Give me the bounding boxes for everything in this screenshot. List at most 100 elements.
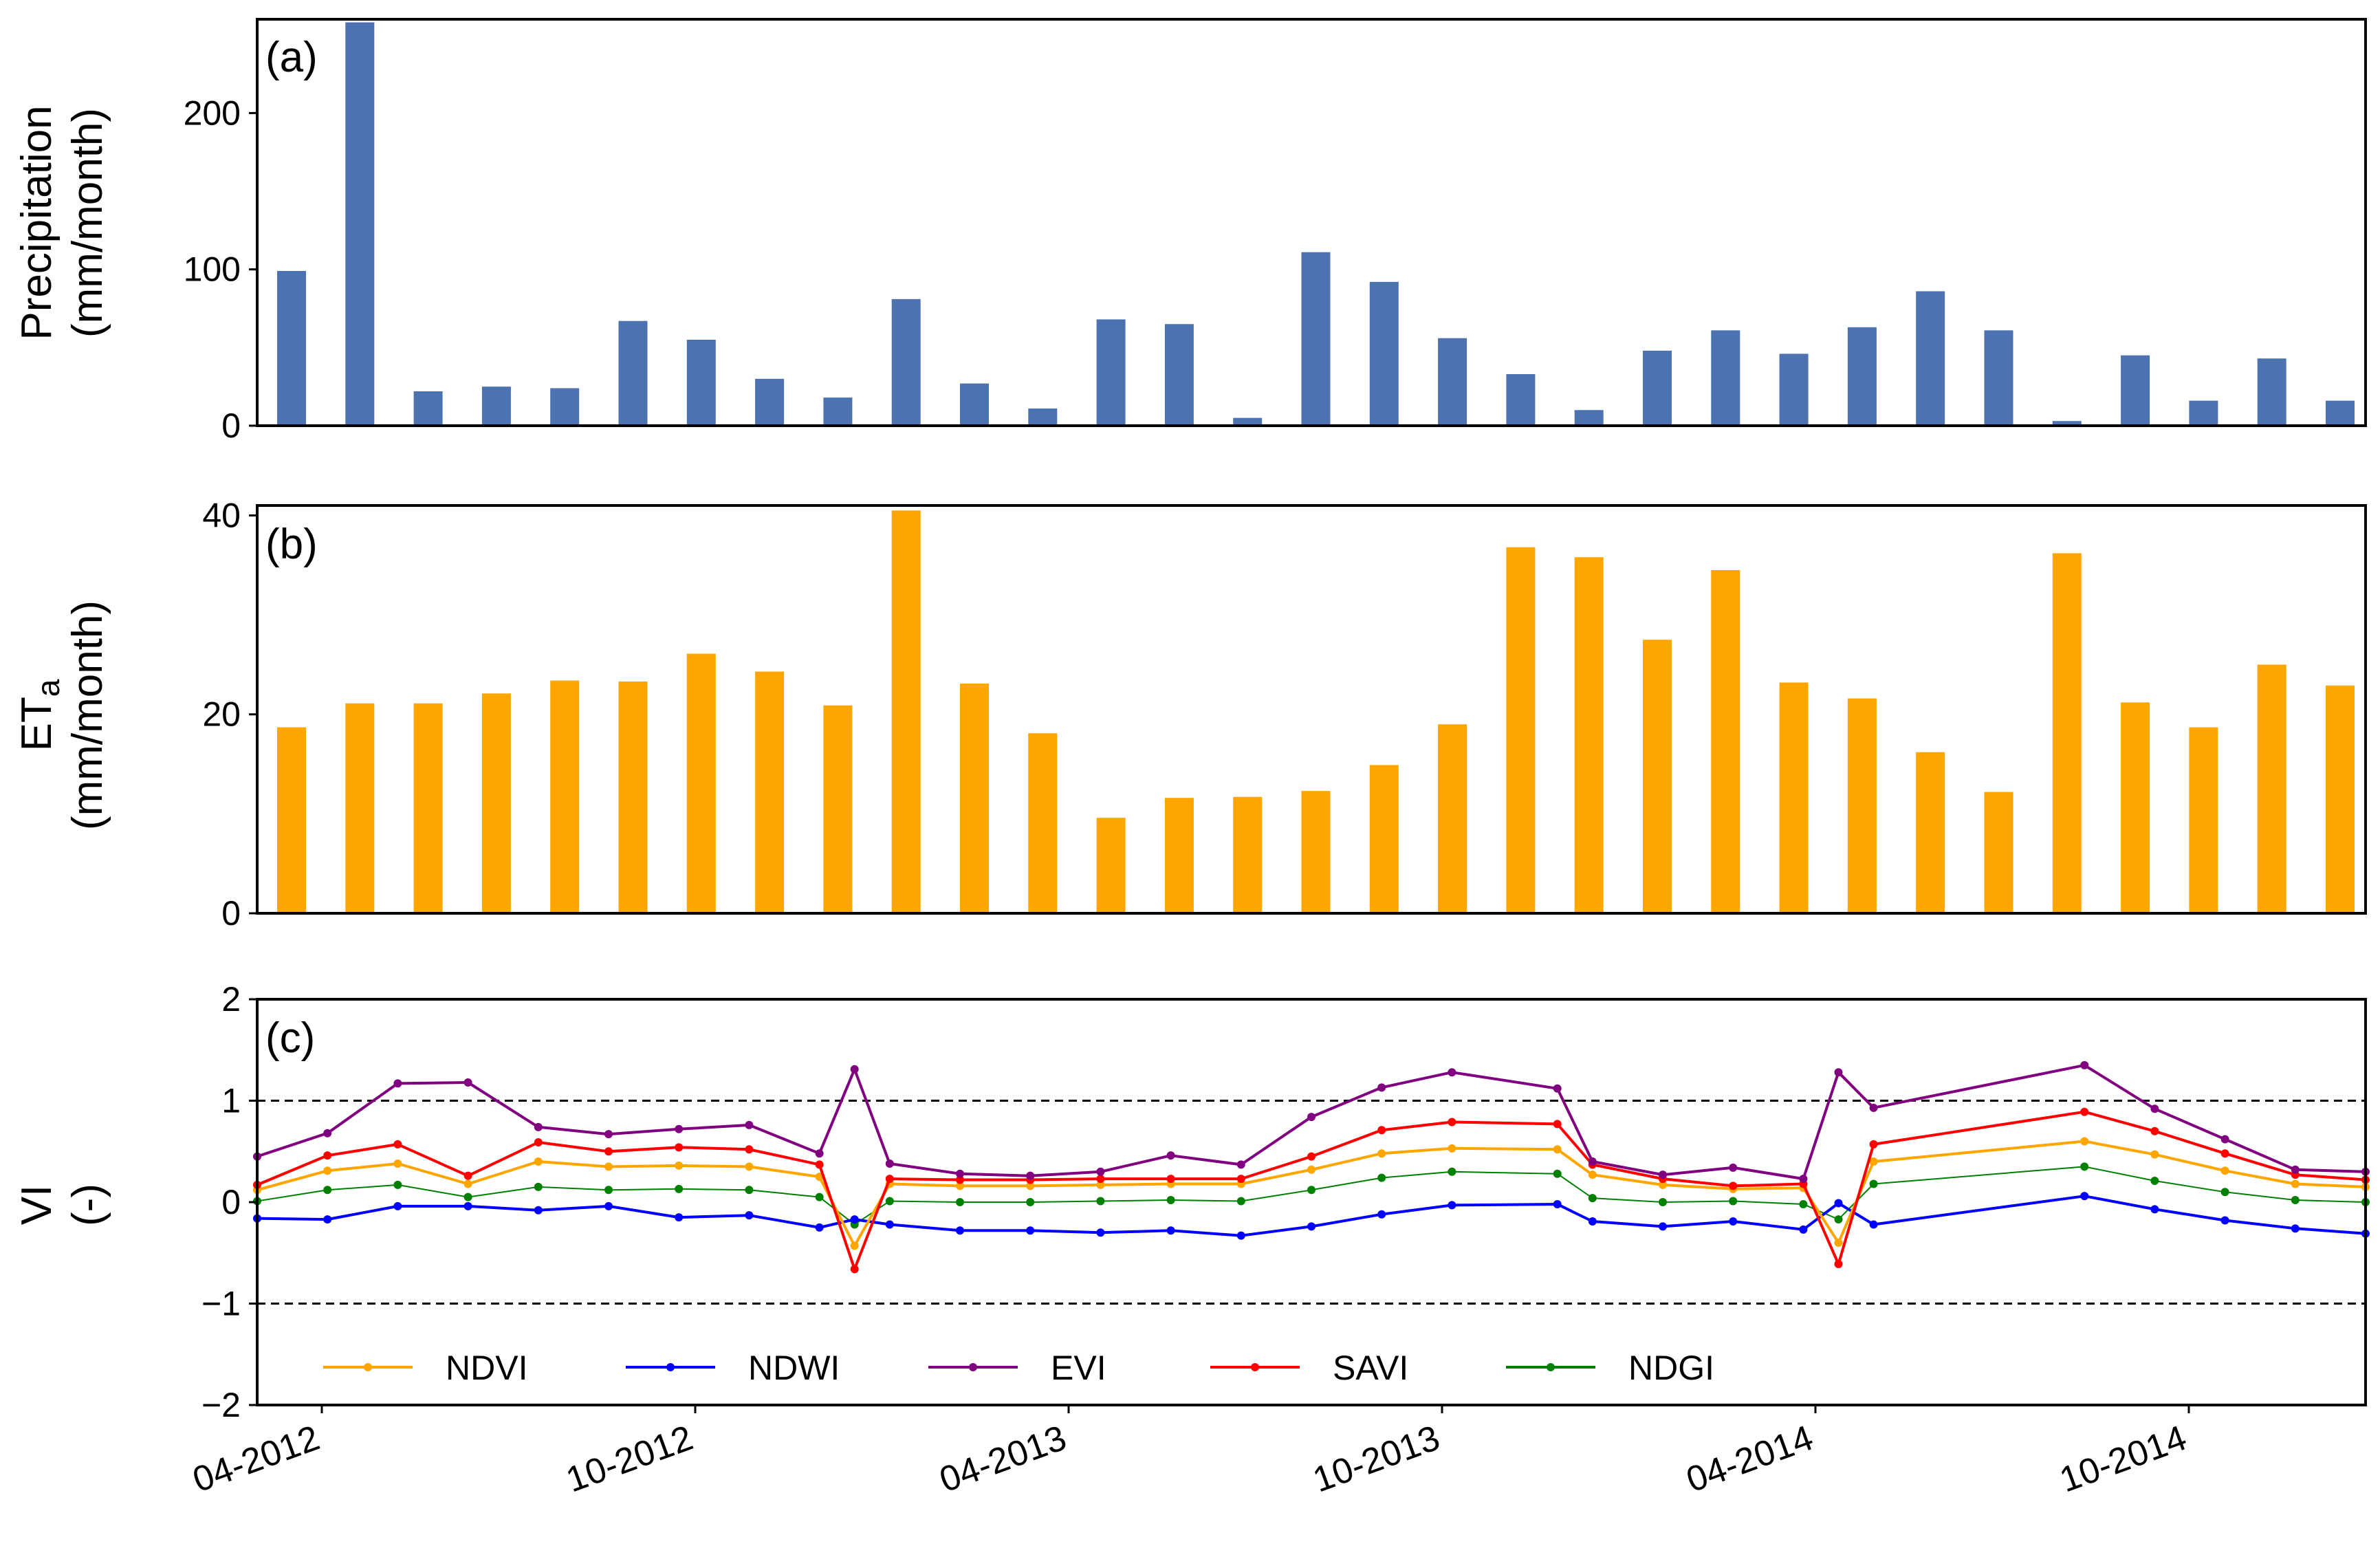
vi-point-ndwi [604, 1201, 613, 1210]
vi-point-savi [1553, 1120, 1562, 1129]
legend-label-evi: EVI [1051, 1349, 1106, 1387]
vi-point-evi [1377, 1083, 1386, 1092]
vi-point-ndwi [1799, 1225, 1808, 1234]
vi-point-ndwi [2291, 1224, 2300, 1233]
vi-threshold-lines [257, 1100, 2366, 1305]
x-tick-label: 04-2014 [1681, 1418, 1818, 1501]
vi-point-savi [2150, 1126, 2159, 1135]
vi-point-ndwi [956, 1226, 964, 1235]
vi-point-ndvi [1553, 1145, 1562, 1154]
vi-point-evi [604, 1130, 613, 1139]
vi-point-evi [1448, 1068, 1456, 1077]
precipitation-bar [2257, 358, 2286, 426]
vi-point-ndwi [393, 1201, 402, 1210]
panel-b-frame [256, 504, 2367, 915]
vi-y-tick-label: 2 [221, 980, 241, 1019]
precipitation-y-ticks: 0 100 200 [184, 94, 257, 445]
precipitation-bar [1301, 252, 1331, 426]
legend-marker-ndgi [1547, 1363, 1555, 1371]
precipitation-y-label-line2: (mm/month) [64, 108, 111, 338]
eta-bar [1984, 792, 2013, 913]
legend-label-ndvi: NDVI [446, 1349, 527, 1387]
vi-point-evi [1799, 1175, 1808, 1184]
eta-bar [1779, 682, 1809, 913]
vi-point-ndgi [1588, 1194, 1597, 1203]
panel-c-label: (c) [265, 1014, 315, 1062]
vi-point-ndgi [1307, 1186, 1315, 1195]
vi-point-ndvi [1448, 1144, 1456, 1153]
vi-y-ticks: −2 −1 0 1 2 [201, 980, 257, 1424]
vi-y-tick-label: 1 [221, 1082, 241, 1120]
vi-point-ndwi [2150, 1205, 2159, 1214]
vi-point-ndwi [323, 1215, 332, 1224]
precipitation-bar [2189, 400, 2218, 426]
vi-point-ndvi [534, 1157, 543, 1166]
vi-point-ndgi [463, 1193, 472, 1201]
vi-point-ndwi [1448, 1201, 1456, 1210]
eta-y-label-sub: a [30, 679, 66, 697]
vi-point-ndgi [2150, 1177, 2159, 1186]
eta-bar [413, 703, 443, 913]
eta-bar [481, 693, 511, 913]
eta-bar [960, 683, 989, 913]
precipitation-bar [755, 378, 785, 426]
precipitation-bar [891, 298, 921, 426]
vi-point-ndgi [885, 1197, 894, 1206]
vi-point-evi [956, 1169, 964, 1178]
vi-point-ndvi [1096, 1180, 1105, 1189]
legend-marker-ndwi [666, 1363, 675, 1371]
vi-point-savi [1729, 1182, 1738, 1190]
precipitation-bar [1984, 330, 2013, 426]
legend-marker-ndvi [364, 1363, 372, 1371]
eta-bar [1164, 798, 1194, 913]
precipitation-bar [1506, 373, 1536, 426]
vi-point-ndvi [1588, 1171, 1597, 1179]
vi-point-ndgi [1377, 1173, 1386, 1182]
vi-point-savi [1377, 1126, 1386, 1135]
precipitation-y-tick-label: 200 [184, 94, 241, 132]
vi-point-savi [604, 1147, 613, 1156]
panel-c-vi: −2 −1 0 1 2 (c) VI (-) NDVI NDWI EVI SAVI NDGI [13, 980, 2370, 1424]
vi-point-ndgi [956, 1198, 964, 1206]
vi-point-evi [534, 1122, 543, 1131]
vi-point-ndvi [1659, 1180, 1667, 1189]
precipitation-bar [277, 270, 306, 426]
vi-point-ndvi [956, 1182, 964, 1190]
vi-point-savi [1096, 1175, 1105, 1184]
vi-point-savi [393, 1140, 402, 1148]
x-tick-label: 10-2013 [1308, 1418, 1445, 1501]
vi-point-ndgi [1236, 1197, 1245, 1206]
vi-point-ndwi [1236, 1231, 1245, 1240]
vi-point-ndvi [675, 1161, 684, 1170]
eta-bar [823, 705, 853, 913]
vi-point-savi [745, 1145, 754, 1154]
precipitation-bar [1711, 330, 1740, 426]
vi-point-ndwi [815, 1223, 824, 1232]
vi-point-ndvi [2080, 1137, 2089, 1146]
vi-point-ndwi [850, 1215, 859, 1224]
vi-point-ndwi [1869, 1220, 1878, 1229]
x-tick-labels: 04-2012 10-2012 04-2013 10-2013 04-2014 10-20… [188, 1405, 2192, 1501]
eta-bar [1643, 640, 1672, 913]
vi-point-savi [463, 1171, 472, 1180]
eta-bar [2326, 685, 2355, 913]
vi-point-evi [323, 1129, 332, 1137]
vi-point-ndgi [1659, 1198, 1667, 1206]
vi-point-ndvi [1377, 1149, 1386, 1158]
vi-point-evi [1553, 1084, 1562, 1093]
vi-line-ndgi [256, 1166, 2366, 1226]
vi-point-ndwi [745, 1211, 754, 1220]
vi-point-evi [2080, 1060, 2089, 1069]
vi-point-ndgi [1096, 1197, 1105, 1206]
panel-b-label: (b) [265, 521, 318, 568]
vi-point-ndvi [850, 1241, 859, 1250]
vi-point-evi [2291, 1165, 2300, 1174]
eta-bar [1096, 818, 1126, 913]
vi-point-ndgi [2220, 1188, 2229, 1197]
vi-point-ndvi [323, 1166, 332, 1175]
vi-point-ndgi [2291, 1196, 2300, 1205]
eta-bar [345, 703, 375, 913]
vi-point-ndvi [745, 1162, 754, 1171]
legend-marker-evi [969, 1363, 977, 1371]
vi-point-evi [1236, 1160, 1245, 1169]
